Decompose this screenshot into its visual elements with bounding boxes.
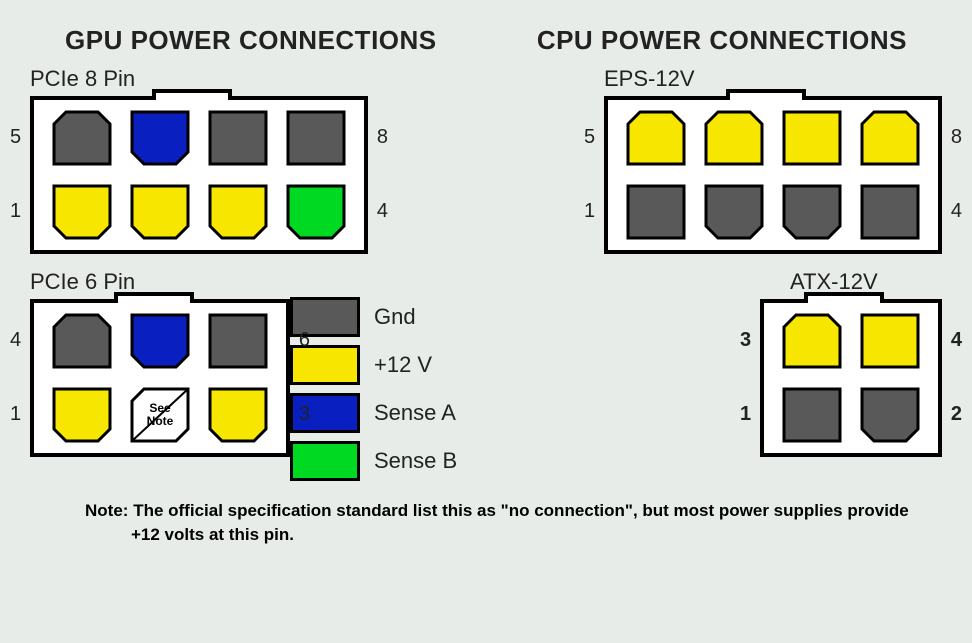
atx12v-holder: 3142	[760, 299, 942, 457]
eps12v-num-8: 8	[951, 126, 962, 149]
footnote: Note: The official specification standar…	[30, 499, 942, 547]
pcie8-pin-8	[284, 182, 348, 242]
eps12v-pin-6	[780, 182, 844, 242]
atx12v-num-2: 2	[951, 403, 962, 426]
pcie6-pin-5	[206, 311, 270, 371]
pcie6-pin-6	[206, 385, 270, 445]
pcie6-num-3: 3	[299, 403, 310, 426]
legend-label-0: Gnd	[374, 304, 416, 330]
eps12v-pin-1	[624, 108, 688, 168]
atx12v-pin-1	[780, 311, 844, 371]
atx12v-pin-4	[858, 385, 922, 445]
pcie8-pin-3	[128, 108, 192, 168]
pcie6-pin-3	[128, 311, 192, 371]
atx12v-num-3: 3	[740, 329, 751, 352]
eps12v-pin-2	[624, 182, 688, 242]
eps12v-num-1: 1	[584, 200, 595, 223]
legend-row-2: Sense A	[290, 393, 457, 433]
pcie6-group: PCIe 6 Pin See Note4163	[30, 269, 290, 457]
eps12v-pin-3	[702, 108, 766, 168]
pcie8-pin-1	[50, 108, 114, 168]
pcie8-pin-7	[284, 108, 348, 168]
eps12v-pin-4	[702, 182, 766, 242]
headers-row: GPU POWER CONNECTIONS CPU POWER CONNECTI…	[30, 25, 942, 56]
legend-row-0: Gnd	[290, 297, 457, 337]
atx12v-num-4: 4	[951, 329, 962, 352]
note-line2: +12 volts at this pin.	[131, 523, 912, 547]
pcie6-num-4: 4	[10, 329, 21, 352]
row-1: PCIe 8 Pin 5184 EPS-12V 5184	[30, 66, 942, 254]
eps12v-holder: 5184	[604, 96, 942, 254]
pcie8-clip	[152, 89, 232, 100]
pcie8-pin-5	[206, 108, 270, 168]
note-line1: The official specification standard list…	[133, 501, 909, 520]
pcie6-box: See Note	[30, 299, 290, 457]
page-root: GPU POWER CONNECTIONS CPU POWER CONNECTI…	[0, 0, 972, 557]
pcie6-num-6: 6	[299, 329, 310, 352]
pcie8-box	[30, 96, 368, 254]
eps12v-box	[604, 96, 942, 254]
pcie6-pin-2	[50, 385, 114, 445]
pcie8-num-8: 8	[377, 126, 388, 149]
legend-row-1: +12 V	[290, 345, 457, 385]
cpu-header: CPU POWER CONNECTIONS	[537, 25, 907, 56]
row-2: PCIe 6 Pin See Note4163 Gnd +12 V Sense A S…	[30, 269, 942, 481]
legend-swatch-senseB	[290, 441, 360, 481]
pcie6-num-1: 1	[10, 403, 21, 426]
eps12v-pin-8	[858, 182, 922, 242]
gpu-header: GPU POWER CONNECTIONS	[65, 25, 437, 56]
eps12v-pin-5	[780, 108, 844, 168]
pcie8-pin-2	[50, 182, 114, 242]
legend: Gnd +12 V Sense A Sense B	[290, 297, 457, 481]
pcie8-num-1: 1	[10, 200, 21, 223]
pcie8-num-4: 4	[377, 200, 388, 223]
atx12v-pin-3	[858, 311, 922, 371]
pcie8-pin-6	[206, 182, 270, 242]
pcie8-group: PCIe 8 Pin 5184	[30, 66, 368, 254]
pcie8-pin-4	[128, 182, 192, 242]
note-prefix: Note:	[85, 501, 128, 520]
eps12v-num-4: 4	[951, 200, 962, 223]
pcie6-pin-1	[50, 311, 114, 371]
legend-label-1: +12 V	[374, 352, 432, 378]
legend-label-3: Sense B	[374, 448, 457, 474]
atx12v-group: ATX-12V 3142	[760, 269, 942, 457]
eps12v-clip	[726, 89, 806, 100]
legend-row-3: Sense B	[290, 441, 457, 481]
pcie6-clip	[114, 292, 194, 303]
pcie6-pin-4-label: See Note	[147, 402, 174, 428]
atx12v-clip	[804, 292, 884, 303]
legend-label-2: Sense A	[374, 400, 456, 426]
atx12v-box	[760, 299, 942, 457]
pcie6-pin-4: See Note	[128, 385, 192, 445]
pcie6-holder: See Note4163	[30, 299, 290, 457]
pcie8-num-5: 5	[10, 126, 21, 149]
eps12v-pin-7	[858, 108, 922, 168]
eps12v-num-5: 5	[584, 126, 595, 149]
atx12v-num-1: 1	[740, 403, 751, 426]
pcie8-holder: 5184	[30, 96, 368, 254]
atx12v-pin-2	[780, 385, 844, 445]
eps12v-group: EPS-12V 5184	[604, 66, 942, 254]
